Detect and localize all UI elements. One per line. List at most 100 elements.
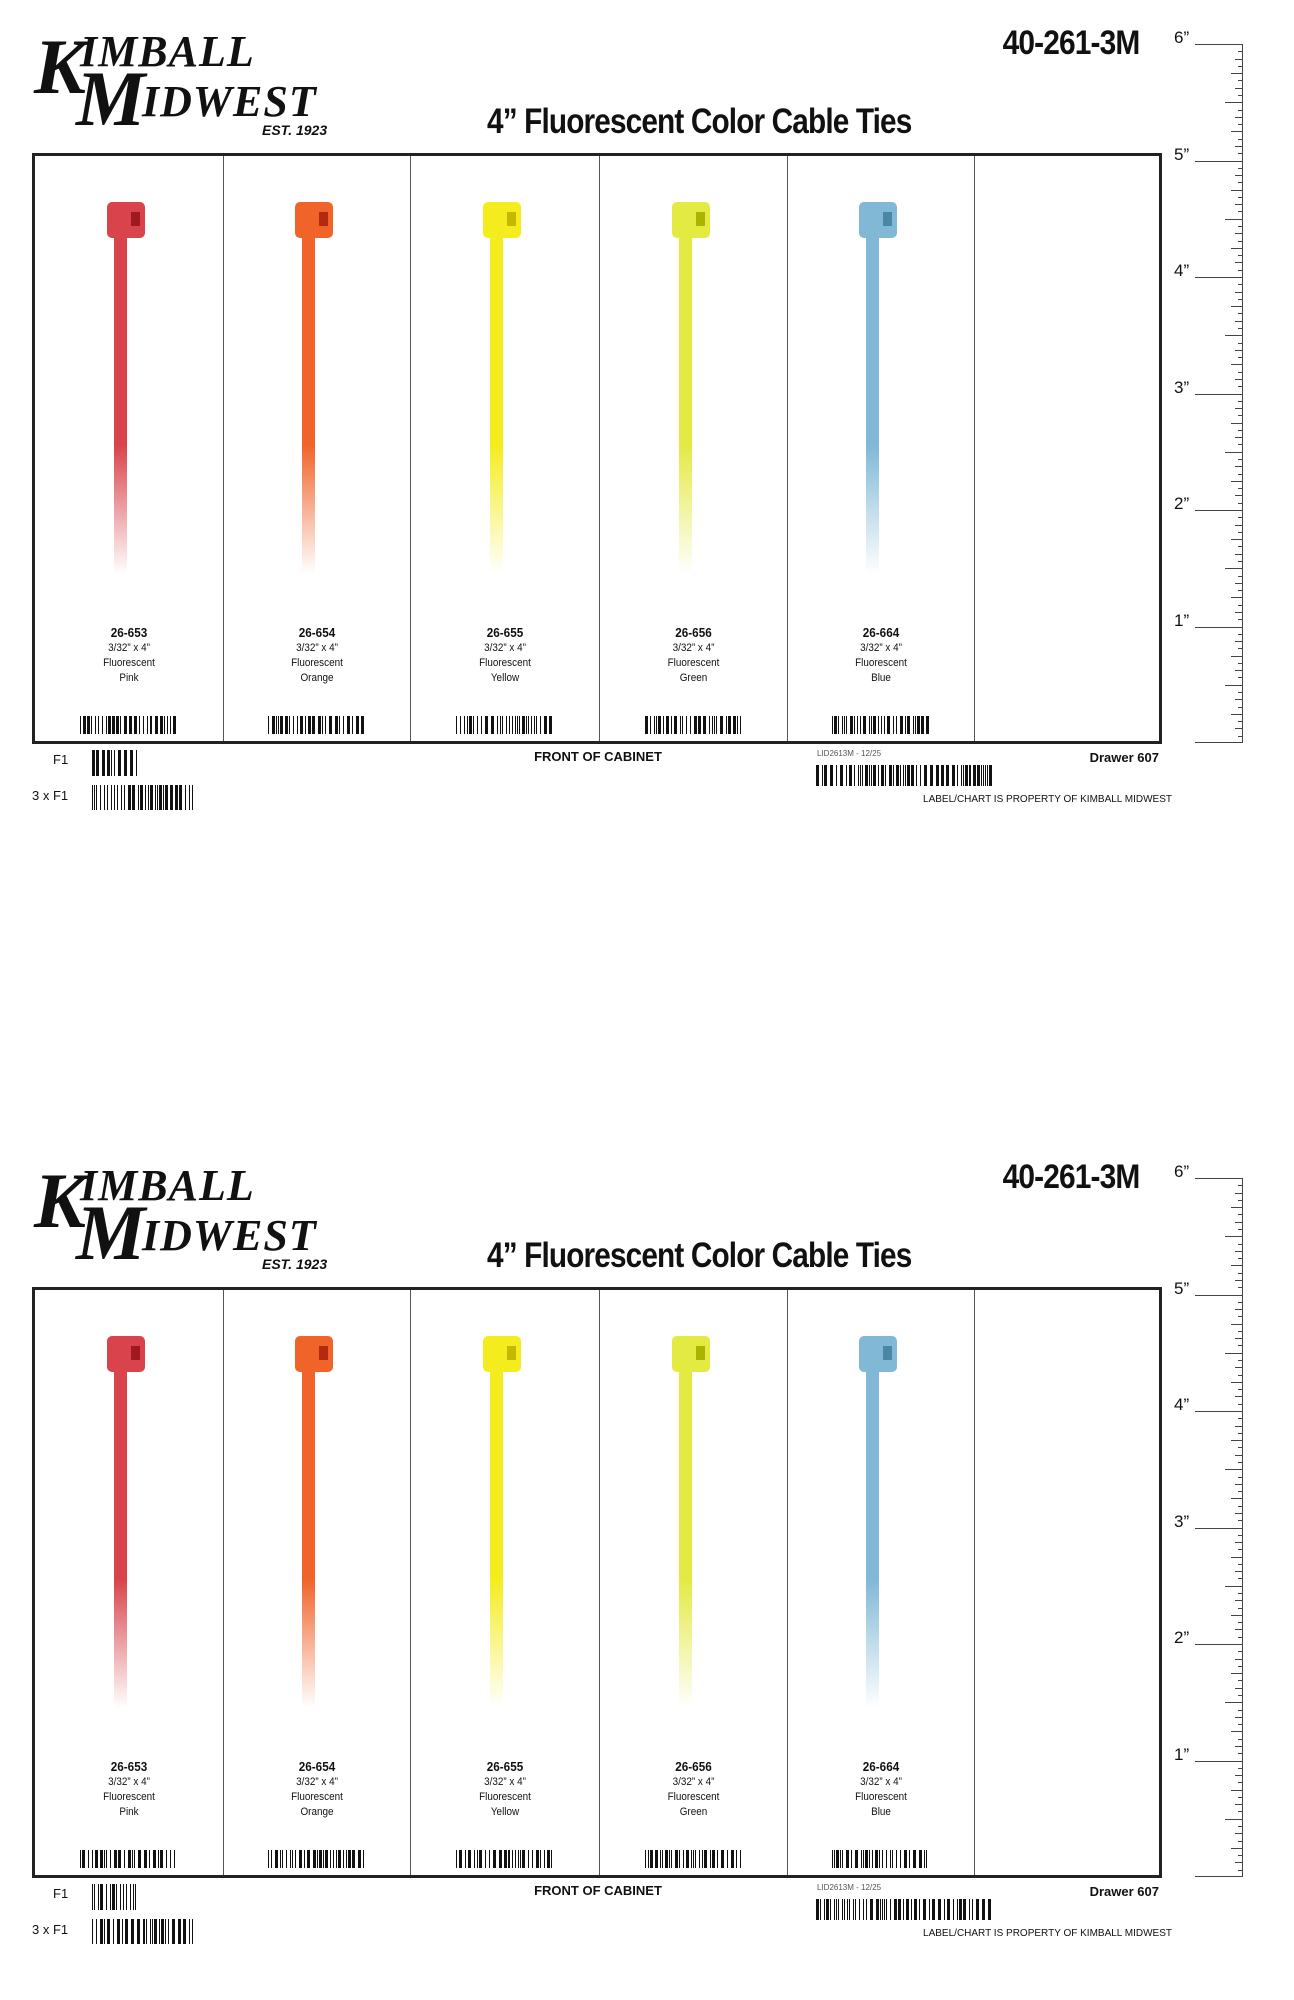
- barcode-bar: [155, 785, 156, 810]
- ruler-tick: [1235, 1512, 1243, 1514]
- barcode-bar: [138, 716, 140, 734]
- product-barcode: [80, 716, 179, 734]
- ruler-tick: [1235, 611, 1243, 613]
- barcode-bar: [654, 1850, 658, 1868]
- barcode-bar: [82, 1850, 85, 1868]
- ruler-tick: [1235, 116, 1243, 118]
- product-color: Orange: [300, 672, 334, 684]
- barcode-bar: [325, 716, 326, 734]
- barcode-bar: [702, 716, 706, 734]
- tie-slot: [883, 1346, 892, 1360]
- barcode-bar: [869, 1850, 870, 1868]
- barcode-bar: [481, 716, 482, 734]
- part-number: 40-261-3M: [1002, 1158, 1140, 1196]
- ruler-tick: [1235, 1250, 1243, 1252]
- barcode-bar: [849, 1899, 850, 1920]
- barcode-bar: [289, 716, 290, 734]
- barcode-bar: [128, 1850, 131, 1868]
- barcode-bar: [512, 1850, 514, 1868]
- property-notice: LABEL/CHART IS PROPERTY OF KIMBALL MIDWE…: [923, 794, 1172, 805]
- ruler-tick: [1238, 735, 1243, 737]
- barcode-bar: [845, 765, 847, 786]
- barcode-bar: [887, 716, 890, 734]
- tie-head: [483, 202, 521, 238]
- barcode-bar: [133, 1884, 134, 1910]
- barcode-bar: [923, 1899, 926, 1920]
- ruler-tick: [1238, 1709, 1243, 1711]
- barcode-bar: [873, 716, 876, 734]
- product-sku: 26-655: [486, 1759, 524, 1774]
- ruler-tick: [1195, 626, 1243, 628]
- barcode-bar: [86, 716, 90, 734]
- barcode-bar: [280, 1850, 281, 1868]
- barcode-bar: [956, 765, 958, 786]
- ruler-tick: [1238, 1826, 1243, 1828]
- cable-tie-image: [671, 1336, 732, 1716]
- barcode-bar: [124, 716, 127, 734]
- barcode-bar: [662, 716, 664, 734]
- barcode-bar: [898, 1899, 901, 1920]
- ruler-tick: [1235, 145, 1243, 147]
- ruler-tick: [1238, 386, 1243, 388]
- barcode-bar: [90, 716, 92, 734]
- barcode-bar: [832, 1850, 833, 1868]
- barcode-bar: [352, 1850, 355, 1868]
- barcode-bar: [830, 1899, 831, 1920]
- ruler-tick: [1235, 1542, 1243, 1544]
- barcode-bar: [352, 716, 353, 734]
- tie-strap: [866, 1368, 879, 1708]
- tie-head: [859, 1336, 897, 1372]
- barcode-bar: [659, 1850, 661, 1868]
- barcode-bar: [924, 1850, 925, 1868]
- barcode-bar: [111, 750, 112, 776]
- ruler-tick: [1238, 1651, 1243, 1653]
- tie-slot: [319, 212, 328, 226]
- tie-head: [671, 1336, 710, 1372]
- ruler-tick: [1195, 1760, 1243, 1762]
- tie-head: [859, 202, 897, 238]
- barcode-bar: [861, 765, 863, 786]
- barcode-bar: [882, 1850, 883, 1868]
- ruler-tick: [1231, 306, 1243, 308]
- ruler-tick: [1238, 546, 1243, 548]
- barcode-bar: [547, 1850, 551, 1868]
- product-info: 26-656 3/32” x 4” Fluorescent Green: [609, 624, 777, 686]
- lid-code: LID2613M - 12/25: [817, 1883, 882, 1892]
- kimball-midwest-logo: K IMBALL M IDWEST EST. 1923: [34, 1162, 334, 1273]
- ruler-tick: [1238, 1694, 1243, 1696]
- tie-strap: [490, 1368, 503, 1708]
- ruler-tick: [1231, 713, 1243, 715]
- ruler-tick: [1238, 531, 1243, 533]
- barcode-bar: [964, 765, 968, 786]
- ruler-tick: [1235, 524, 1243, 526]
- barcode-bar: [838, 716, 839, 734]
- product-cell: 26-655 3/32” x 4” Fluorescent Yellow: [411, 156, 600, 741]
- barcode-bar: [844, 1899, 845, 1920]
- barcode-bar: [973, 765, 977, 786]
- barcode-bar: [300, 716, 303, 734]
- barcode-bar: [112, 1919, 114, 1944]
- barcode-bar: [290, 1850, 291, 1868]
- barcode-bar: [343, 716, 344, 734]
- barcode-bar: [476, 1850, 478, 1868]
- barcode-bar: [97, 716, 99, 734]
- barcode-bar: [98, 1884, 99, 1910]
- barcode-bar: [308, 716, 311, 734]
- product-barcode: [644, 1850, 744, 1868]
- barcode-bar: [488, 1850, 490, 1868]
- barcode-bar: [959, 1899, 962, 1920]
- barcode-bar: [832, 716, 833, 734]
- barcode-bar: [117, 785, 118, 810]
- barcode-bar: [989, 765, 993, 786]
- ruler-tick: [1238, 1228, 1243, 1230]
- ruler-label: 5”: [1174, 1278, 1190, 1298]
- barcode-bar: [890, 1850, 891, 1868]
- barcode-bar: [164, 716, 166, 734]
- barcode-bar: [701, 1850, 703, 1868]
- barcode-bar: [879, 1850, 880, 1868]
- cable-tie-image: [295, 1336, 355, 1716]
- barcode-bar: [972, 1899, 973, 1920]
- ruler-tick: [1238, 1534, 1243, 1536]
- ruler-tick: [1235, 495, 1243, 497]
- ruler-tick: [1225, 102, 1243, 104]
